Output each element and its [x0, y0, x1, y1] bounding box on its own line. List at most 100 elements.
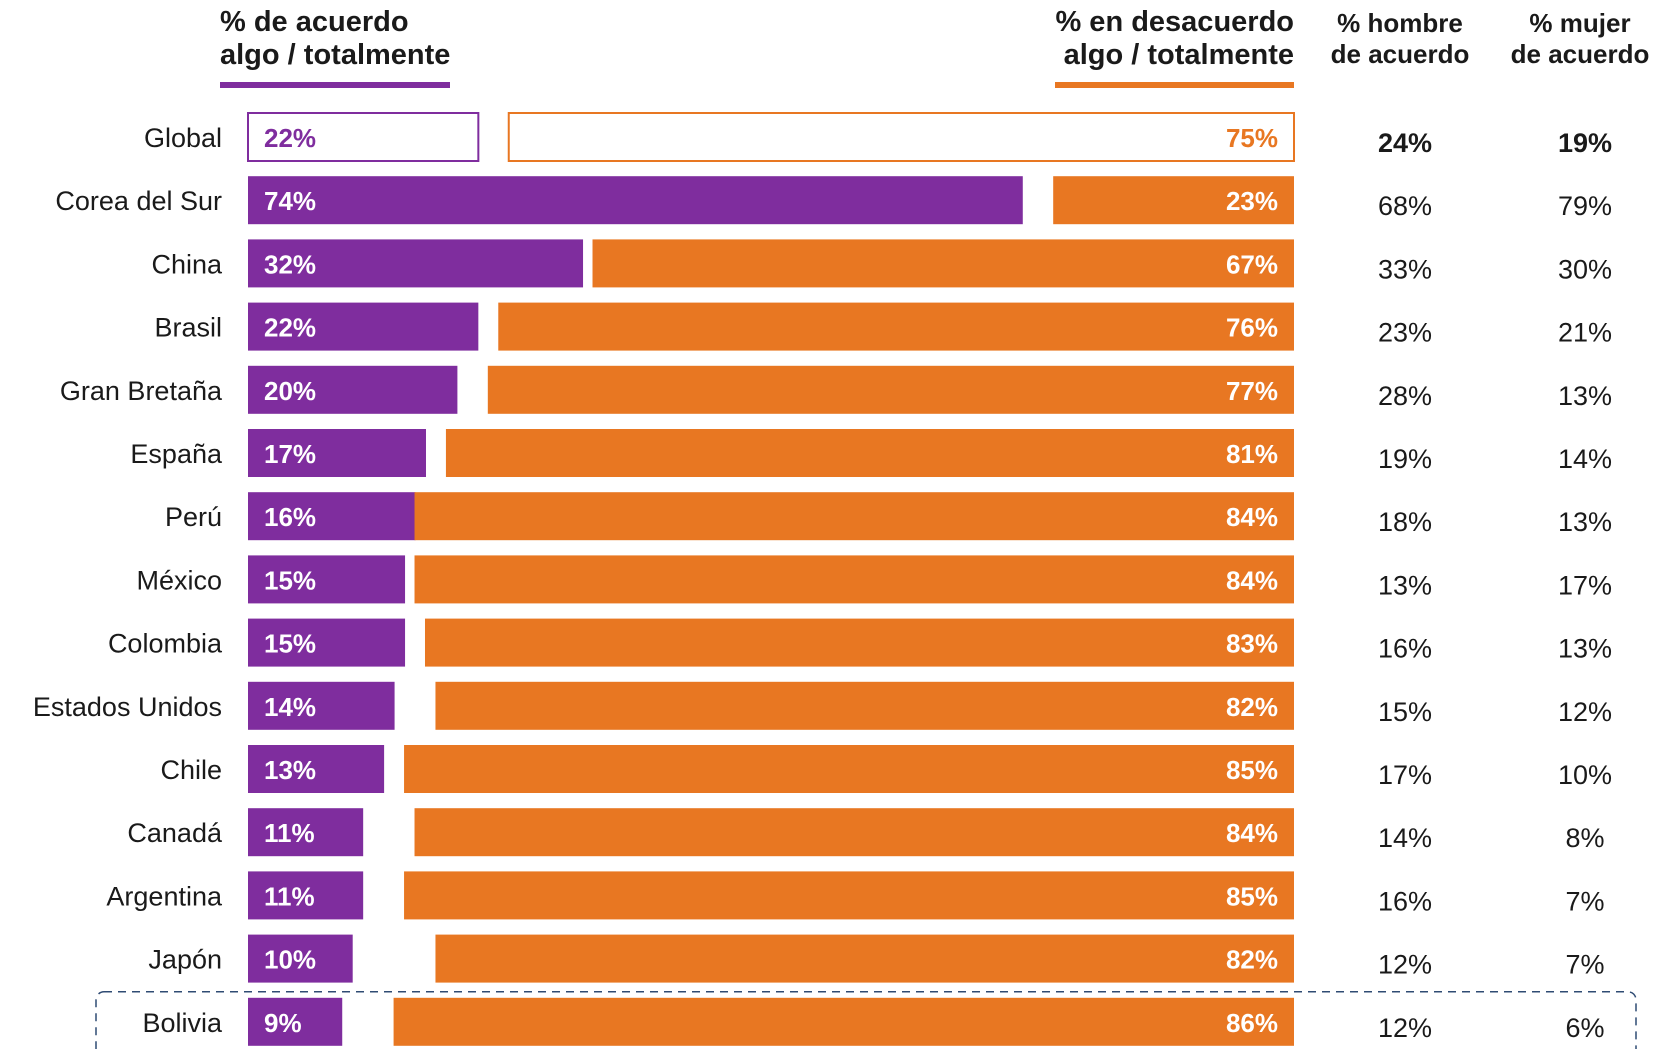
- disagree-bar: [404, 745, 1294, 793]
- category-label: Bolivia: [142, 1008, 223, 1038]
- women-agree-value: 7%: [1565, 886, 1604, 916]
- agree-value-label: 15%: [264, 629, 316, 659]
- disagree-bar: [435, 934, 1295, 983]
- women-agree-value: 13%: [1558, 507, 1612, 537]
- women-agree-value: 21%: [1558, 318, 1612, 348]
- disagree-bar: [414, 555, 1294, 604]
- men-agree-value: 19%: [1378, 444, 1432, 474]
- disagree-value-label: 85%: [1226, 881, 1278, 911]
- agree-value-label: 10%: [264, 945, 316, 975]
- disagree-value-label: 84%: [1226, 818, 1278, 848]
- men-agree-value: 28%: [1378, 381, 1432, 411]
- category-label: Global: [144, 123, 222, 153]
- disagree-bar: [393, 997, 1295, 1046]
- women-agree-value: 10%: [1558, 760, 1612, 790]
- disagree-bar: [507, 112, 1295, 162]
- women-agree-header: % mujer de acuerdo: [1480, 8, 1678, 70]
- category-label: Chile: [160, 755, 222, 785]
- agree-value-label: 20%: [264, 376, 316, 406]
- women-agree-value: 12%: [1558, 697, 1612, 727]
- men-agree-header: % hombre de acuerdo: [1300, 8, 1500, 70]
- disagree-value-label: 82%: [1226, 692, 1278, 722]
- disagree-bar: [592, 239, 1294, 288]
- men-agree-value: 24%: [1378, 128, 1432, 158]
- women-agree-value: 14%: [1558, 444, 1612, 474]
- men-agree-value: 15%: [1378, 697, 1432, 727]
- agree-value-label: 16%: [264, 502, 316, 532]
- agree-bar: [248, 618, 406, 667]
- disagree-bar: [435, 681, 1295, 730]
- disagree-header: % en desacuerdo algo / totalmente: [1055, 6, 1294, 88]
- disagree-value-label: 82%: [1226, 945, 1278, 975]
- men-agree-value: 33%: [1378, 254, 1432, 284]
- agree-bar: [247, 112, 480, 162]
- category-label: Brasil: [154, 313, 222, 343]
- disagree-value-label: 67%: [1226, 249, 1278, 279]
- disagree-value-label: 84%: [1226, 502, 1278, 532]
- highlight-box: [95, 991, 1637, 1049]
- men-agree-value: 14%: [1378, 823, 1432, 853]
- disagree-bar: [414, 492, 1294, 541]
- agree-header: % de acuerdo algo / totalmente: [220, 6, 451, 88]
- women-agree-value: 19%: [1558, 128, 1612, 158]
- women-agree-value: 6%: [1565, 1013, 1604, 1043]
- men-agree-value: 68%: [1378, 191, 1432, 221]
- men-agree-value: 12%: [1378, 950, 1432, 980]
- category-label: México: [136, 565, 222, 595]
- agree-bar: [248, 302, 479, 351]
- women-agree-value: 7%: [1565, 950, 1604, 980]
- agree-header-line2: algo / totalmente: [220, 39, 451, 71]
- men-agree-value: 17%: [1378, 760, 1432, 790]
- agree-value-label: 11%: [264, 881, 315, 911]
- disagree-bar: [1053, 176, 1294, 225]
- agree-value-label: 11%: [264, 818, 315, 848]
- category-label: China: [151, 249, 223, 279]
- agree-value-label: 14%: [264, 692, 316, 722]
- disagree-value-label: 76%: [1226, 313, 1278, 343]
- disagree-bar: [414, 808, 1294, 857]
- category-label: Estados Unidos: [33, 692, 222, 722]
- category-label: Corea del Sur: [55, 186, 222, 216]
- men-header-line1: % hombre: [1337, 8, 1463, 38]
- agree-bar: [248, 429, 426, 477]
- agree-value-label: 15%: [264, 565, 316, 595]
- agree-value-label: 9%: [264, 1008, 302, 1038]
- disagree-value-label: 85%: [1226, 755, 1278, 785]
- agree-header-line1: % de acuerdo: [220, 6, 409, 38]
- agree-bar: [248, 239, 584, 288]
- disagree-header-line1: % en desacuerdo: [1055, 6, 1294, 38]
- women-agree-value: 17%: [1558, 570, 1612, 600]
- disagree-value-label: 23%: [1226, 186, 1278, 216]
- disagree-value-label: 83%: [1226, 629, 1278, 659]
- women-agree-value: 8%: [1565, 823, 1604, 853]
- category-label: Colombia: [108, 629, 223, 659]
- disagree-bar: [404, 871, 1294, 920]
- category-label: España: [130, 439, 223, 469]
- agree-value-label: 17%: [264, 439, 316, 469]
- men-agree-value: 12%: [1378, 1013, 1432, 1043]
- agree-value-label: 74%: [264, 186, 316, 216]
- disagree-value-label: 84%: [1226, 565, 1278, 595]
- agree-value-label: 22%: [264, 313, 316, 343]
- disagree-header-line2: algo / totalmente: [1063, 39, 1294, 71]
- agree-bar: [248, 871, 364, 920]
- disagree-bar: [424, 618, 1294, 667]
- category-label: Argentina: [106, 881, 223, 911]
- women-header-line1: % mujer: [1529, 8, 1631, 38]
- agree-bar: [248, 176, 1023, 225]
- disagree-value-label: 81%: [1226, 439, 1278, 469]
- category-label: Japón: [148, 945, 222, 975]
- category-label: Perú: [165, 502, 222, 532]
- women-agree-value: 30%: [1558, 254, 1612, 284]
- agree-bar: [248, 492, 416, 541]
- agree-bar: [248, 555, 406, 604]
- category-label: Gran Bretaña: [60, 376, 223, 406]
- disagree-bar: [498, 302, 1294, 351]
- category-label: Canadá: [127, 818, 223, 848]
- men-agree-value: 18%: [1378, 507, 1432, 537]
- women-header-line2: de acuerdo: [1510, 39, 1650, 69]
- men-agree-value: 13%: [1378, 570, 1432, 600]
- agree-bar: [248, 365, 458, 414]
- men-agree-value: 23%: [1378, 318, 1432, 348]
